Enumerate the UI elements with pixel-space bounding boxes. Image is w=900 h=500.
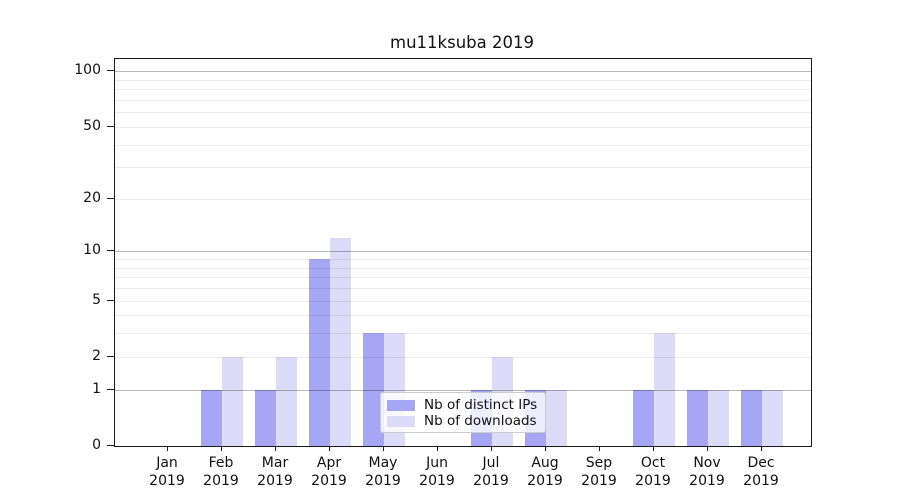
bar-distinct-ips-dec <box>741 389 762 446</box>
gridline-major <box>115 251 811 253</box>
x-tick-label-dec: Dec 2019 <box>734 454 788 490</box>
legend-swatch-distinct-ips <box>387 399 415 411</box>
legend-row-distinct-ips: Nb of distinct IPs <box>387 397 537 413</box>
gridline-minor <box>115 288 811 289</box>
x-tick-label-apr: Apr 2019 <box>302 454 356 490</box>
bar-distinct-ips-apr <box>309 259 330 446</box>
x-tick-year: 2019 <box>527 473 563 489</box>
y-tick-label: 5 <box>92 291 101 308</box>
x-tick-year: 2019 <box>635 473 671 489</box>
bar-distinct-ips-nov <box>687 389 708 446</box>
gridline-minor <box>115 144 811 146</box>
x-tick-year: 2019 <box>203 473 239 489</box>
gridline-minor <box>115 259 811 260</box>
bar-distinct-ips-feb <box>201 389 222 446</box>
x-tick-year: 2019 <box>473 473 509 489</box>
bar-downloads-feb <box>222 356 243 446</box>
x-tick-mark <box>707 446 708 451</box>
x-tick-year: 2019 <box>689 473 725 489</box>
gridline-minor <box>115 167 811 169</box>
gridline-minor <box>115 300 811 302</box>
gridline-minor <box>115 126 811 128</box>
y-tick-mark <box>107 125 114 127</box>
gridline-minor <box>115 79 811 81</box>
x-tick-label-sep: Sep 2019 <box>572 454 626 490</box>
x-tick-mark <box>275 446 276 451</box>
x-tick-mark <box>167 446 168 451</box>
x-tick-mark <box>491 446 492 451</box>
gridline-minor <box>115 315 811 317</box>
plot-canvas <box>115 59 811 446</box>
chart-title: mu11ksuba 2019 <box>390 33 534 52</box>
gridline-minor <box>115 99 811 101</box>
y-tick-label: 20 <box>83 189 101 206</box>
x-tick-mark <box>437 446 438 451</box>
x-tick-label-feb: Feb 2019 <box>194 454 248 490</box>
y-tick-mark <box>107 355 114 357</box>
y-tick-label: 1 <box>92 380 101 397</box>
gridline-minor <box>115 89 811 91</box>
bar-downloads-oct <box>654 333 675 446</box>
gridline-major <box>115 389 811 391</box>
legend-label-downloads: Nb of downloads <box>424 413 537 429</box>
y-tick-mark <box>107 197 114 199</box>
x-tick-mark <box>653 446 654 451</box>
y-tick-mark <box>107 70 114 72</box>
bar-downloads-aug <box>546 389 567 446</box>
gridline-minor <box>115 333 811 335</box>
bar-downloads-apr <box>330 237 351 446</box>
x-tick-label-jul: Jul 2019 <box>464 454 518 490</box>
x-tick-mark <box>329 446 330 451</box>
gridline-major <box>115 71 811 73</box>
y-tick-mark <box>107 388 114 390</box>
bar-downloads-nov <box>708 389 729 446</box>
x-tick-year: 2019 <box>743 473 779 489</box>
legend-swatch-downloads <box>387 415 415 427</box>
y-tick-label: 50 <box>83 117 101 134</box>
x-tick-label-may: May 2019 <box>356 454 410 490</box>
x-tick-mark <box>761 446 762 451</box>
y-tick-label: 10 <box>83 242 101 259</box>
bar-distinct-ips-oct <box>633 389 654 446</box>
bar-distinct-ips-mar <box>255 389 276 446</box>
legend: Nb of distinct IPs Nb of downloads <box>380 392 546 433</box>
y-tick-mark <box>107 250 114 252</box>
x-tick-mark <box>221 446 222 451</box>
x-tick-year: 2019 <box>149 473 185 489</box>
plot-area <box>114 58 812 447</box>
gridline-minor <box>115 112 811 114</box>
x-tick-year: 2019 <box>257 473 293 489</box>
x-tick-label-aug: Aug 2019 <box>518 454 572 490</box>
x-tick-label-nov: Nov 2019 <box>680 454 734 490</box>
x-tick-year: 2019 <box>419 473 455 489</box>
x-tick-year: 2019 <box>311 473 347 489</box>
bar-downloads-mar <box>276 356 297 446</box>
bar-downloads-dec <box>762 389 783 446</box>
legend-label-distinct-ips: Nb of distinct IPs <box>424 397 538 413</box>
gridline-minor <box>115 198 811 200</box>
x-tick-mark <box>383 446 384 451</box>
x-tick-mark <box>545 446 546 451</box>
x-tick-label-jun: Jun 2019 <box>410 454 464 490</box>
y-tick-label: 100 <box>74 62 101 79</box>
y-tick-label: 2 <box>92 347 101 364</box>
y-tick-label: 0 <box>92 437 101 453</box>
x-tick-label-oct: Oct 2019 <box>626 454 680 490</box>
legend-row-downloads: Nb of downloads <box>387 413 537 429</box>
x-tick-mark <box>599 446 600 451</box>
y-tick-mark <box>107 445 114 446</box>
gridline-minor <box>115 277 811 279</box>
y-tick-mark <box>107 299 114 301</box>
x-tick-year: 2019 <box>365 473 401 489</box>
gridline-minor <box>115 267 811 269</box>
x-tick-year: 2019 <box>581 473 617 489</box>
x-tick-label-mar: Mar 2019 <box>248 454 302 490</box>
x-tick-label-jan: Jan 2019 <box>140 454 194 490</box>
gridline-minor <box>115 356 811 358</box>
bar-distinct-ips-may <box>363 333 384 446</box>
